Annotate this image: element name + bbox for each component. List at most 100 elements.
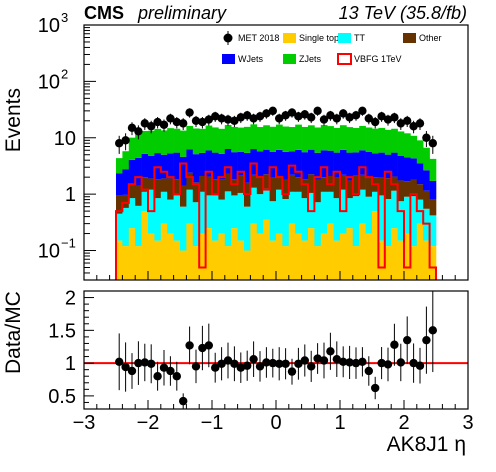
tt-bar-16 [218, 199, 226, 234]
other-bar-6 [154, 179, 162, 199]
zjets-bar-46 [410, 135, 418, 159]
other-bar-14 [205, 176, 213, 196]
y-tick-label-3: 10 [38, 71, 60, 93]
other-bar-38 [359, 174, 366, 190]
ratio-point-22 [255, 351, 265, 382]
tt-bar-24 [269, 201, 277, 241]
legend-label: Single top [299, 33, 339, 43]
status-label: preliminary [137, 3, 227, 23]
ratio-point-45 [403, 316, 412, 364]
x-tick-label-1: −2 [137, 412, 160, 434]
wjets-bar-20 [244, 152, 251, 183]
legend-swatch [283, 54, 296, 64]
tt-bar-38 [359, 189, 366, 224]
wjets-bar-15 [212, 152, 219, 180]
main-x-ticks [83, 271, 469, 280]
tt-bar-20 [244, 206, 251, 251]
wjets-bar-27 [288, 151, 296, 175]
zjets-bar-42 [384, 129, 392, 155]
wjets-bar-2 [128, 159, 136, 186]
wjets-bar-7 [160, 154, 168, 179]
ratio-point-14 [204, 323, 213, 368]
wjets-bar-29 [301, 152, 309, 180]
wjets-bar-5 [148, 155, 155, 179]
data-point-11 [185, 108, 194, 118]
data-point-20 [243, 110, 252, 121]
wjets-bar-12 [192, 154, 200, 183]
zjets-bar-41 [378, 127, 386, 153]
tt-bar-26 [282, 199, 290, 247]
singletop-bar-42 [384, 246, 392, 280]
other-bar-11 [186, 172, 194, 190]
wjets-bar-14 [205, 150, 213, 177]
ratio-point-41 [377, 347, 386, 380]
zjets-bar-48 [423, 147, 430, 171]
tt-bar-17 [224, 191, 232, 247]
ratio-point-25 [275, 347, 284, 381]
other-bar-36 [346, 180, 354, 199]
data-point-14 [204, 114, 213, 126]
singletop-bar-45 [404, 233, 411, 280]
other-bar-28 [295, 177, 302, 192]
ratio-point-1 [121, 342, 130, 392]
data-point-39 [364, 113, 373, 125]
legend: MET 2018 Single top TT Other WJets ZJets VBFG … [222, 31, 442, 65]
ratio-point-26 [281, 348, 290, 380]
other-bar-13 [199, 175, 206, 192]
tt-bar-19 [237, 192, 245, 241]
singletop-bar-43 [391, 228, 398, 280]
other-bar-34 [333, 177, 341, 199]
ratio-point-31 [313, 343, 322, 374]
other-bar-10 [180, 185, 187, 207]
ratio-point-8 [166, 356, 175, 386]
ratio-point-15 [211, 352, 220, 383]
ratio-point-4 [140, 343, 149, 382]
singletop-bar-23 [263, 219, 270, 280]
wjets-bar-13 [199, 152, 206, 176]
zjets-bar-32 [320, 125, 328, 151]
singletop-bar-16 [218, 233, 226, 280]
wjets-bar-35 [340, 149, 347, 175]
tt-bar-12 [192, 202, 200, 247]
tt-bar-41 [378, 195, 386, 241]
wjets-bar-48 [423, 170, 430, 191]
ratio-point-13 [198, 325, 207, 371]
wjets-bar-26 [282, 151, 290, 180]
data-point-29 [300, 109, 309, 120]
zjets-bar-4 [141, 130, 149, 154]
zjets-bar-23 [263, 125, 270, 150]
data-point-47 [415, 118, 425, 130]
data-point-41 [377, 111, 386, 122]
other-bar-19 [237, 175, 245, 193]
ratio-point-46 [409, 343, 418, 383]
singletop-bar-30 [308, 228, 315, 280]
data-point-26 [281, 110, 290, 121]
data-point-23 [262, 109, 271, 119]
ratio-point-34 [332, 341, 341, 377]
data-point-46 [409, 120, 418, 134]
wjets-bar-41 [378, 152, 386, 178]
zjets-bar-16 [218, 128, 226, 154]
other-bar-41 [378, 177, 386, 196]
singletop-bar-8 [167, 233, 174, 280]
ratio-y-tick-label-1: 1 [65, 353, 76, 375]
wjets-bar-19 [237, 151, 245, 176]
singletop-bar-7 [160, 223, 168, 280]
legend-entry-tt: TT [338, 33, 365, 43]
data-point-7 [159, 119, 169, 132]
zjets-bar-21 [250, 124, 258, 150]
singletop-bar-3 [135, 246, 142, 280]
ratio-y-tick-label-2: 1.5 [48, 320, 76, 342]
zjets-bar-38 [359, 125, 366, 151]
data-point-4 [140, 118, 149, 130]
data-point-40 [371, 116, 380, 129]
other-bar-21 [250, 174, 258, 188]
wjets-bar-17 [224, 149, 232, 174]
singletop-bar-18 [231, 228, 238, 280]
data-point-12 [191, 115, 201, 127]
singletop-bar-4 [141, 211, 149, 280]
other-bar-32 [320, 177, 328, 192]
other-bar-45 [404, 181, 411, 197]
legend-entry-zjets: ZJets [283, 54, 322, 64]
